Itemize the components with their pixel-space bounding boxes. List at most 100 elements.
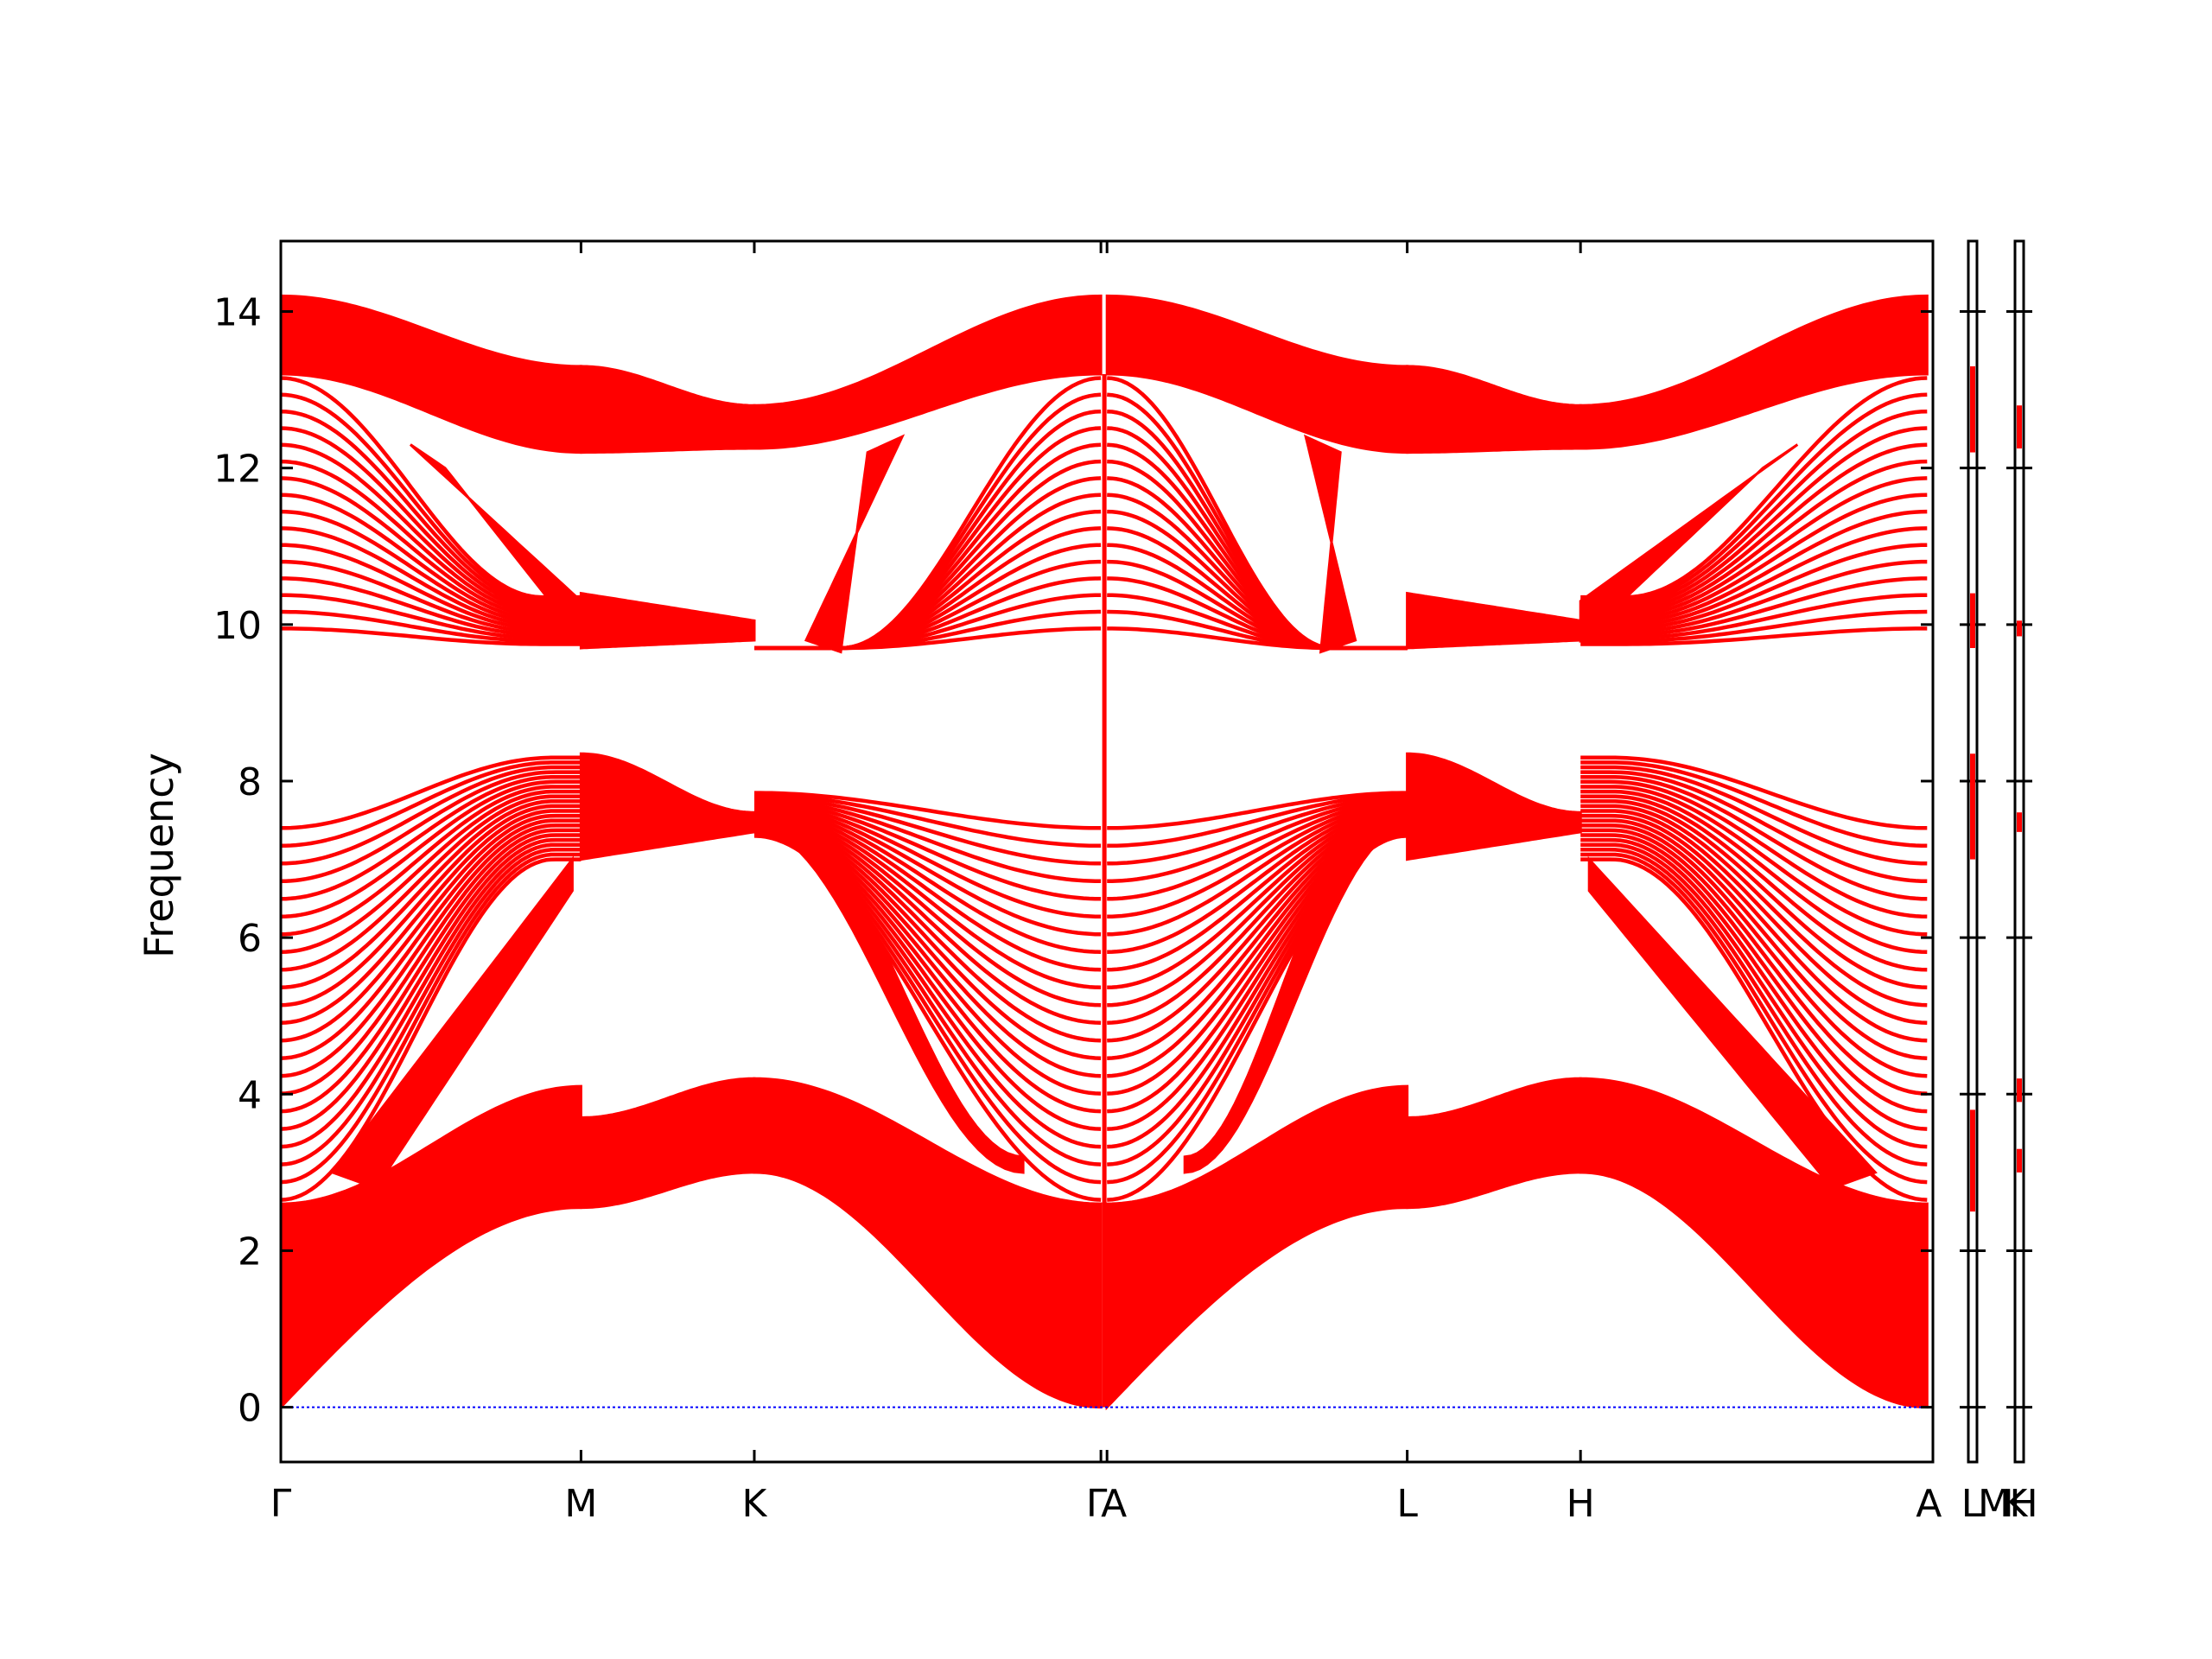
mid-fan-line — [280, 785, 582, 937]
mid-diagonal — [1183, 826, 1408, 1174]
mid-fan-line — [280, 804, 582, 1007]
mid-fan-line — [1107, 809, 1408, 989]
mid-fan-line — [1580, 765, 1928, 866]
acoustic-gm — [279, 1084, 582, 1411]
mid-fan-line — [1107, 811, 1408, 1007]
mid-fan-line — [754, 791, 1102, 830]
optical-band-0 — [279, 294, 582, 454]
band-lines — [279, 294, 1929, 1411]
upper-fan-line — [1580, 392, 1928, 602]
upper-fan-line — [1580, 376, 1928, 600]
mid-fan-line — [753, 801, 1102, 919]
mid-fan-line — [1580, 809, 1928, 1025]
mid-diagonal — [1587, 855, 1878, 1190]
upper-fan-line — [754, 376, 1102, 651]
mid-fan-line — [1580, 833, 1928, 1114]
mid-fan-line — [280, 799, 582, 989]
mid-band-mk — [579, 591, 756, 650]
upper-fan-line — [280, 459, 582, 615]
upper-fan-line — [1580, 576, 1928, 637]
upper-fan-line — [280, 376, 582, 600]
mid-fan-line — [280, 848, 582, 1166]
mid-fan-line — [1580, 789, 1928, 954]
x-tick-label: K — [2003, 1482, 2029, 1526]
mid-fan-line — [753, 815, 1102, 1043]
optical-band-2 — [753, 294, 1103, 450]
side-panel-band — [2017, 405, 2022, 449]
mid-fan-line — [753, 792, 1102, 849]
upper-fan-line — [280, 426, 582, 609]
upper-fan-line — [1580, 459, 1928, 615]
mid-fan-line — [753, 809, 1102, 989]
mid-fan-line — [280, 813, 582, 1043]
upper-fan-line — [280, 442, 582, 612]
side-panel-band — [2017, 620, 2022, 637]
upper-fan-line — [281, 626, 582, 646]
mid-fan-line — [280, 828, 582, 1096]
upper-fan-line — [280, 392, 582, 602]
optical-band-5 — [1579, 294, 1929, 450]
mid-fan-line — [1580, 799, 1928, 989]
mid-fan-line — [1107, 797, 1408, 884]
upper-fan-line — [280, 493, 582, 621]
mid-fan-line — [280, 852, 582, 1185]
x-tick-label: A — [1916, 1482, 1942, 1526]
acoustic-lh — [1406, 1077, 1582, 1210]
side-panel-band — [1970, 1109, 1975, 1212]
optical-band-4 — [1406, 365, 1582, 454]
mid-group-mk — [579, 752, 756, 861]
side-panel-frame — [2013, 239, 2025, 1464]
mid-diagonal — [753, 826, 1025, 1174]
upper-fan-line — [1580, 476, 1928, 619]
mid-fan-line — [1580, 813, 1928, 1043]
side-panels — [1970, 365, 2022, 1212]
y-tick-label: 12 — [213, 448, 262, 492]
side-panel-band — [1970, 753, 1975, 860]
mid-fan-line — [280, 857, 582, 1202]
mid-group-lh — [1406, 752, 1582, 861]
upper-fan-line — [1580, 426, 1928, 609]
mid-fan-line — [280, 833, 582, 1114]
mid-fan-line — [1580, 842, 1928, 1149]
side-panel-frame — [1967, 239, 1979, 1464]
side-panel-band — [2017, 812, 2022, 832]
mid-fan-line — [1580, 848, 1928, 1166]
x-tick-label: Γ — [1086, 1482, 1108, 1526]
acoustic-al — [1105, 1084, 1409, 1411]
mid-fan-line — [280, 770, 582, 884]
upper-fan-line — [281, 576, 582, 637]
y-axis-title: Frequency — [136, 753, 182, 958]
y-tick-label: 8 — [238, 760, 262, 804]
mid-fan-line — [280, 789, 582, 954]
mid-fan-line — [280, 809, 582, 1025]
mid-fan-line — [753, 821, 1102, 1096]
mid-fan-line — [1107, 804, 1408, 954]
upper-diagonal — [409, 443, 582, 645]
mid-fan-line — [1580, 804, 1928, 1007]
y-tick-label: 6 — [238, 917, 262, 961]
upper-diagonal — [804, 434, 906, 654]
upper-fan-line — [1580, 543, 1928, 631]
upper-fan-line — [280, 593, 582, 640]
upper-diagonal — [1304, 434, 1357, 654]
mid-fan-line — [280, 774, 582, 901]
mid-fan-line — [753, 795, 1102, 866]
upper-diagonal — [1579, 443, 1799, 644]
mid-fan-line — [280, 794, 582, 972]
x-tick-label: L — [1396, 1482, 1418, 1526]
mid-fan-line — [1580, 785, 1928, 937]
upper-fan-line — [281, 559, 582, 634]
x-tick-label: M — [1978, 1482, 2011, 1526]
mid-fan-line — [1107, 813, 1408, 1025]
upper-fan-line — [280, 476, 582, 619]
upper-fan-line — [1580, 593, 1928, 640]
mid-fan-line — [753, 807, 1102, 972]
upper-fan-line — [1580, 509, 1928, 625]
mid-fan-line — [1107, 798, 1408, 901]
x-tick-label: A — [1101, 1482, 1127, 1526]
mid-fan-line — [1107, 807, 1408, 972]
side-panel-band — [2017, 1148, 2022, 1173]
y-tick-label: 10 — [213, 604, 262, 648]
x-tick-label: K — [742, 1482, 768, 1526]
mid-fan-line — [1107, 791, 1408, 830]
